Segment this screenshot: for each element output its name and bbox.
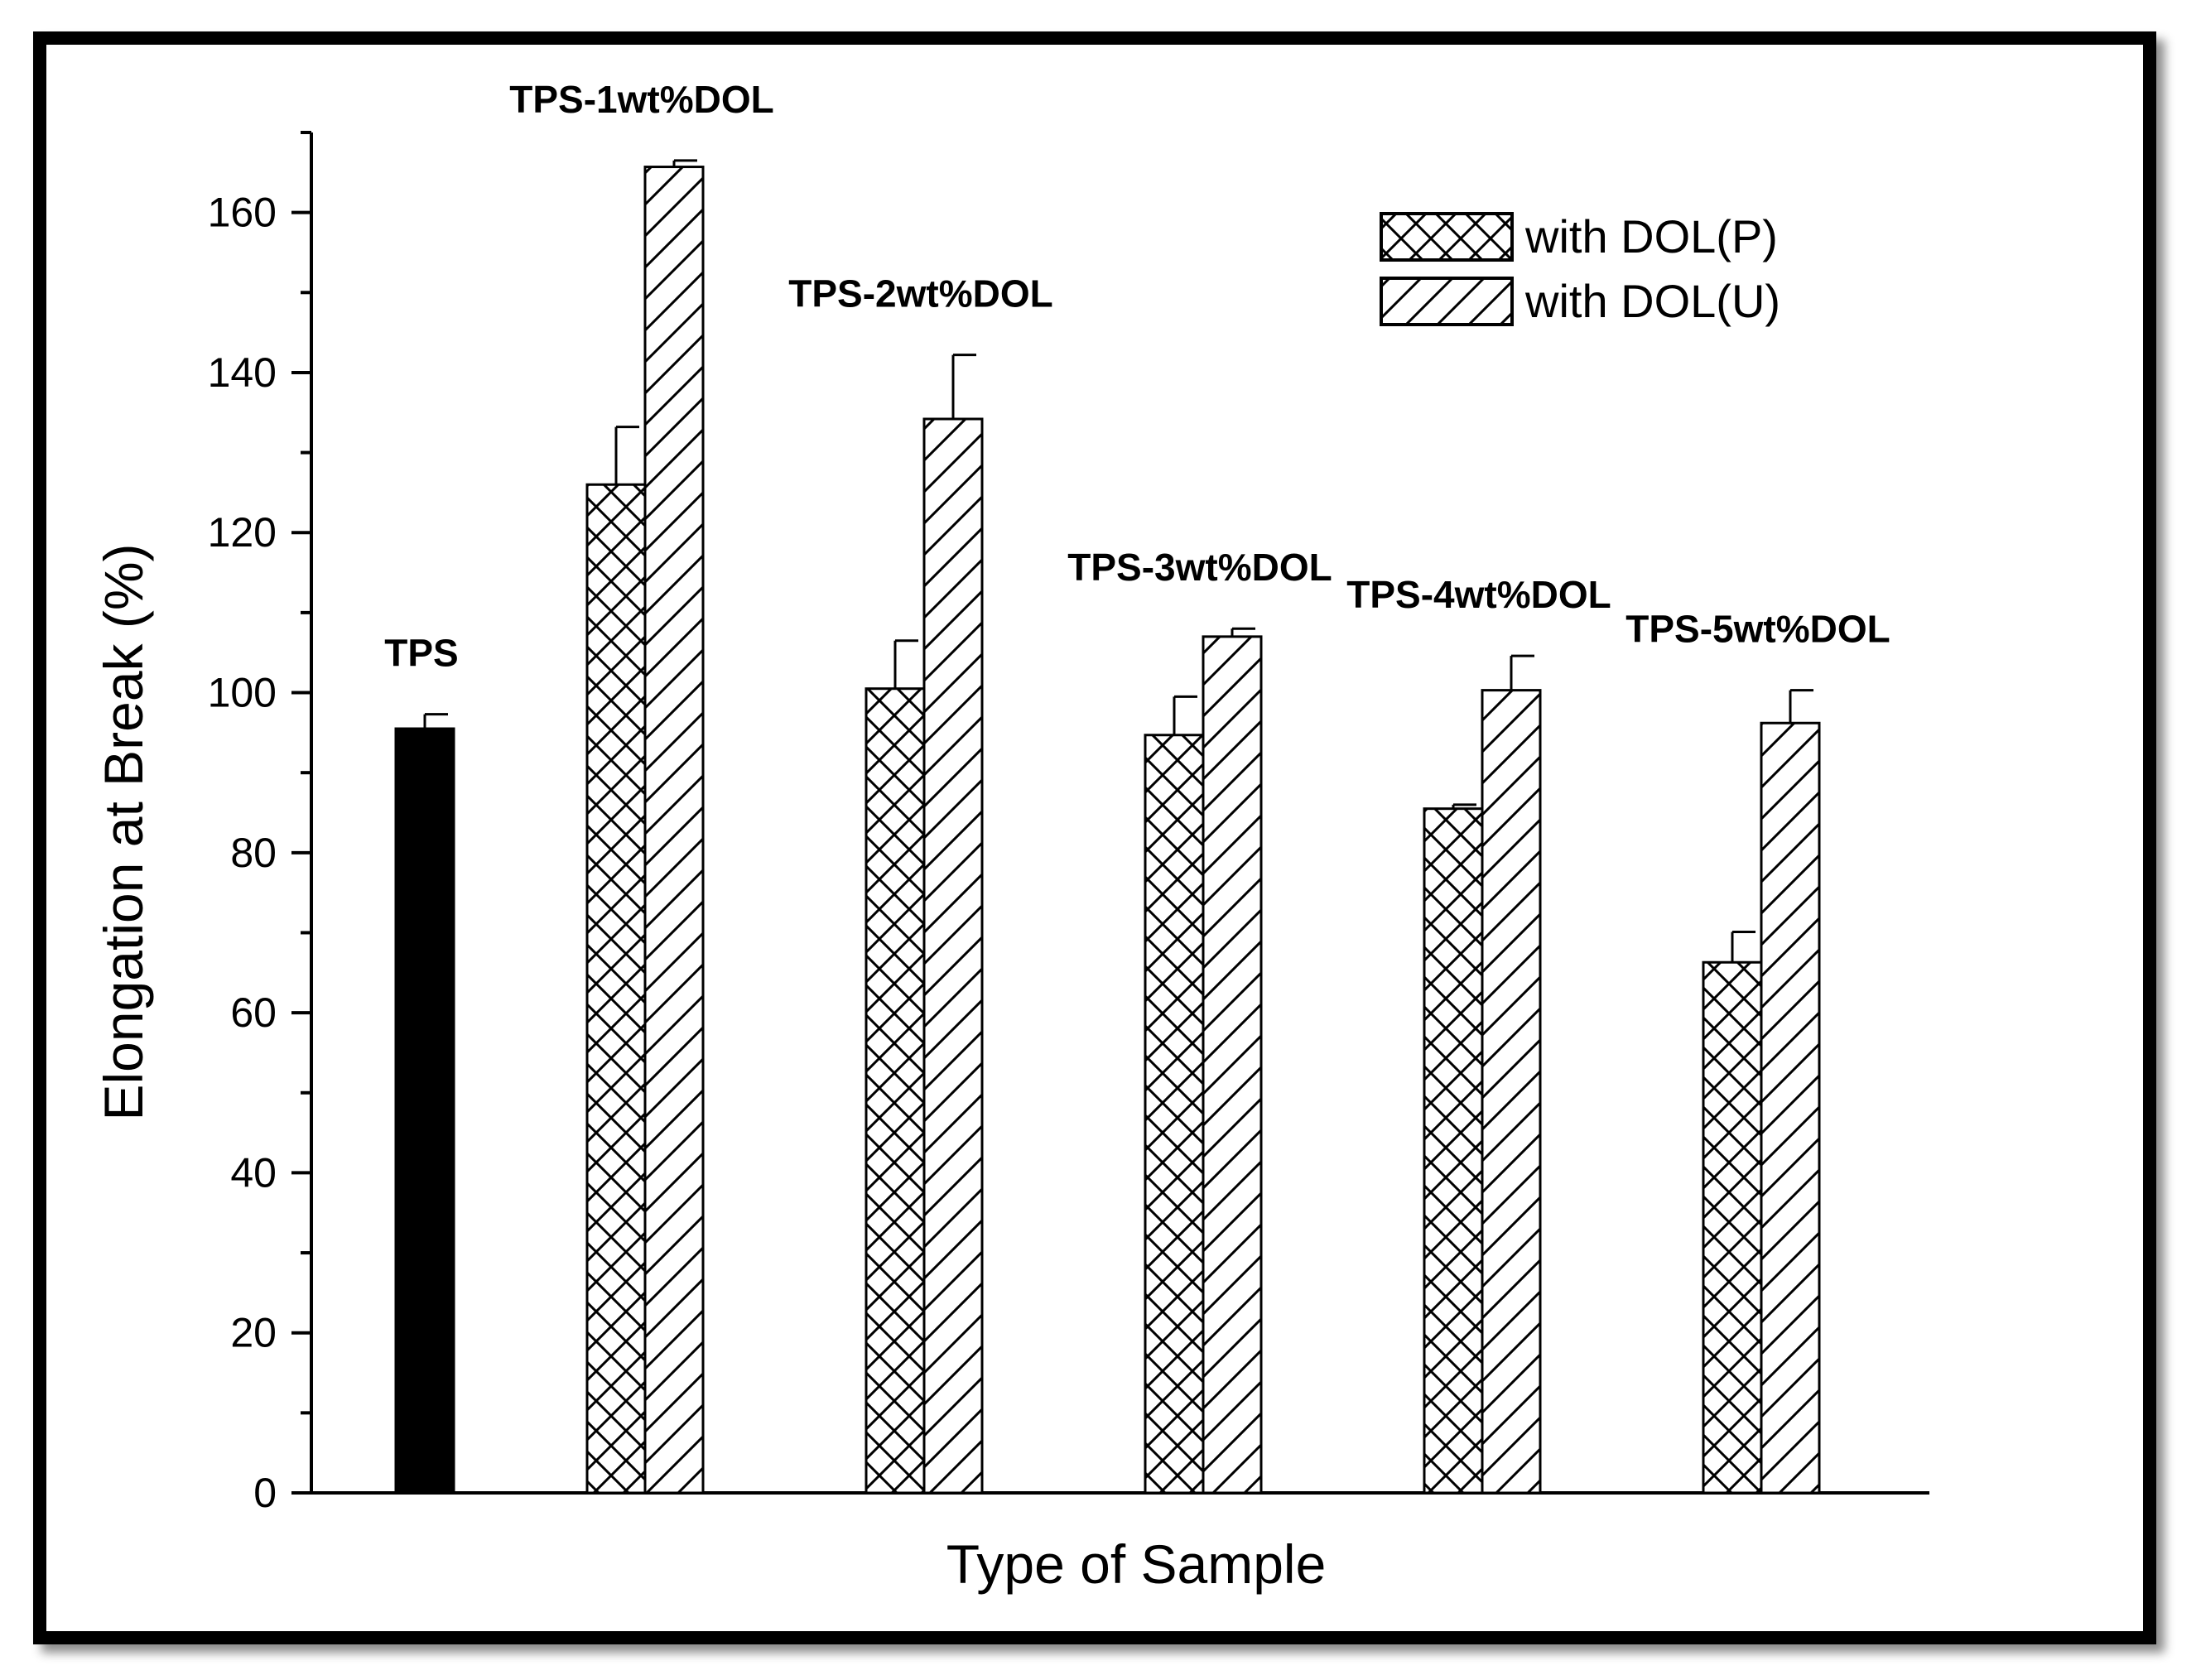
bar-crosshatch — [1702, 960, 1763, 1495]
bar-diagonal — [1202, 635, 1263, 1495]
legend-swatch-diagonal — [1380, 277, 1514, 326]
legend-swatch-crosshatch — [1380, 212, 1514, 262]
bar-diagonal — [922, 417, 984, 1495]
figure-frame — [33, 31, 2156, 1644]
category-label: TPS-1wt%DOL — [509, 78, 773, 121]
bar-tps — [394, 727, 455, 1495]
y-tick-label: 120 — [208, 509, 277, 556]
labels-layer: TPS TPS-1wt%DOL TPS-2wt%DOL TPS-3wt%DOL TPS-… — [384, 78, 1890, 675]
legend: with DOL(P) with DOL(U) — [1380, 210, 1780, 327]
y-tick-label: 140 — [208, 349, 277, 396]
y-tick-label: 160 — [208, 190, 277, 236]
legend-label: with DOL(U) — [1524, 275, 1780, 327]
y-tick-label: 20 — [230, 1310, 277, 1356]
axes: 0 20 40 60 80 100 120 140 160 Type of Sample Elong… — [93, 131, 1929, 1595]
category-label: TPS-2wt%DOL — [788, 272, 1052, 315]
x-axis-title: Type of Sample — [946, 1533, 1327, 1595]
category-label: TPS — [384, 632, 458, 675]
y-axis-title: Elongation at Break (%) — [93, 543, 154, 1120]
legend-label: with DOL(P) — [1524, 210, 1778, 262]
y-tick-label: 60 — [230, 989, 277, 1036]
category-label: TPS-3wt%DOL — [1067, 546, 1332, 589]
bar-crosshatch — [865, 687, 926, 1495]
category-label: TPS-4wt%DOL — [1346, 573, 1611, 616]
y-tick-label: 40 — [230, 1149, 277, 1196]
y-tick-label: 0 — [253, 1470, 277, 1516]
bar-diagonal — [1760, 721, 1821, 1495]
y-tick-label: 100 — [208, 670, 277, 716]
y-tick-label: 80 — [230, 830, 277, 876]
bar-crosshatch — [1423, 807, 1484, 1495]
bar-diagonal — [1481, 689, 1542, 1495]
bars-layer — [394, 159, 1821, 1495]
bar-crosshatch — [585, 483, 647, 1495]
category-label: TPS-5wt%DOL — [1625, 608, 1890, 651]
bar-crosshatch — [1144, 734, 1205, 1495]
bar-diagonal — [643, 166, 705, 1495]
